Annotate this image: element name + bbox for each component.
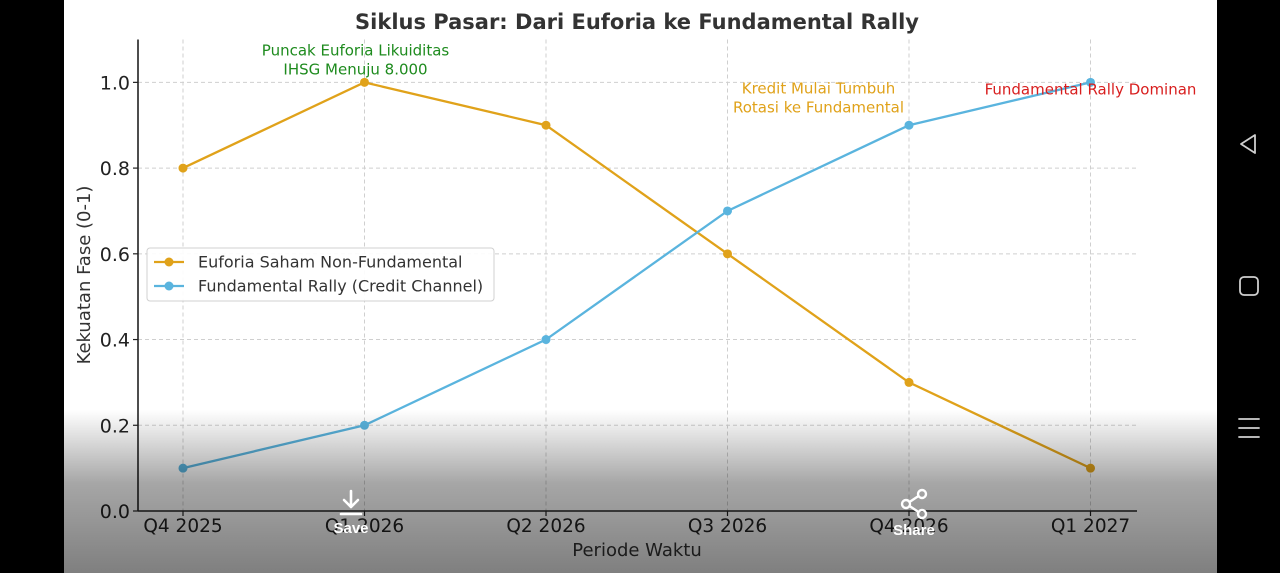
back-triangle-icon <box>1240 134 1256 154</box>
y-tick-label: 0.0 <box>100 501 130 523</box>
annotation-line: Puncak Euforia Likuiditas <box>262 41 450 59</box>
data-point <box>904 120 914 130</box>
data-point <box>723 249 732 259</box>
x-tick-label: Q1 2027 <box>1051 516 1130 537</box>
y-tick-label: 0.2 <box>100 415 130 437</box>
data-point <box>1086 77 1095 87</box>
annotation-line: IHSG Menuju 8.000 <box>283 60 427 78</box>
data-point <box>904 377 914 387</box>
home-square-icon <box>1239 276 1259 296</box>
save-label: Save <box>333 520 369 537</box>
annotation: Puncak Euforia Likuiditas IHSG Menuju 8.0… <box>262 41 450 78</box>
x-axis-label: Periode Waktu <box>572 540 702 561</box>
annotation: Kredit Mulai Tumbuh Rotasi ke Fundamental <box>733 80 904 117</box>
annotation: Fundamental Rally Dominan <box>985 80 1197 98</box>
legend-label: Fundamental Rally (Credit Channel) <box>198 277 483 296</box>
data-point <box>541 120 551 130</box>
annotation-line: Kredit Mulai Tumbuh <box>742 80 896 98</box>
image-viewer: Siklus Pasar: Dari Euforia ke Fundamenta… <box>64 0 1217 573</box>
y-tick-label: 0.4 <box>100 330 130 352</box>
menu-lines-icon <box>1238 418 1260 438</box>
legend-box <box>146 247 495 302</box>
recent-apps-button[interactable] <box>1233 412 1265 444</box>
annotation-line: Fundamental Rally Dominan <box>985 80 1197 98</box>
series-line <box>182 81 1091 470</box>
data-point <box>723 206 732 216</box>
data-point <box>541 335 551 345</box>
legend-swatch-marker <box>164 257 174 267</box>
legend: Euforia Saham Non-Fundamental Fundamental… <box>146 247 495 302</box>
share-button[interactable]: Share <box>879 488 949 539</box>
data-point <box>360 77 369 87</box>
x-tick-label: Q4 2025 <box>143 516 222 537</box>
y-axis-ticks: 0.0 0.2 0.4 0.6 0.8 1.0 <box>100 72 138 523</box>
share-icon <box>900 488 928 520</box>
y-tick-label: 0.8 <box>100 158 130 180</box>
data-point <box>178 463 188 473</box>
legend-swatch-marker <box>164 281 174 291</box>
annotation-line: Rotasi ke Fundamental <box>733 99 904 117</box>
data-point <box>178 163 188 173</box>
y-tick-label: 0.6 <box>100 244 130 266</box>
annotations: Puncak Euforia Likuiditas IHSG Menuju 8.0… <box>262 41 1197 116</box>
data-point <box>360 420 369 430</box>
download-icon <box>339 489 363 516</box>
share-label: Share <box>893 522 935 539</box>
y-tick-label: 1.0 <box>100 72 130 94</box>
x-axis-ticks: Q4 2025 Q1 2026 Q2 2026 Q3 2026 Q4 2026 Q1 20… <box>143 511 1130 537</box>
chart-title: Siklus Pasar: Dari Euforia ke Fundamenta… <box>355 10 919 34</box>
system-navigation-bar <box>1217 0 1280 573</box>
x-tick-label: Q2 2026 <box>506 516 585 537</box>
back-button[interactable] <box>1233 128 1265 160</box>
y-axis-label: Kekuatan Fase (0-1) <box>74 186 95 365</box>
data-point <box>1086 463 1095 473</box>
save-button[interactable]: Save <box>316 488 386 537</box>
home-button[interactable] <box>1233 270 1265 302</box>
legend-label: Euforia Saham Non-Fundamental <box>198 253 463 272</box>
line-chart: Siklus Pasar: Dari Euforia ke Fundamenta… <box>74 10 1197 561</box>
x-tick-label: Q3 2026 <box>688 516 767 537</box>
